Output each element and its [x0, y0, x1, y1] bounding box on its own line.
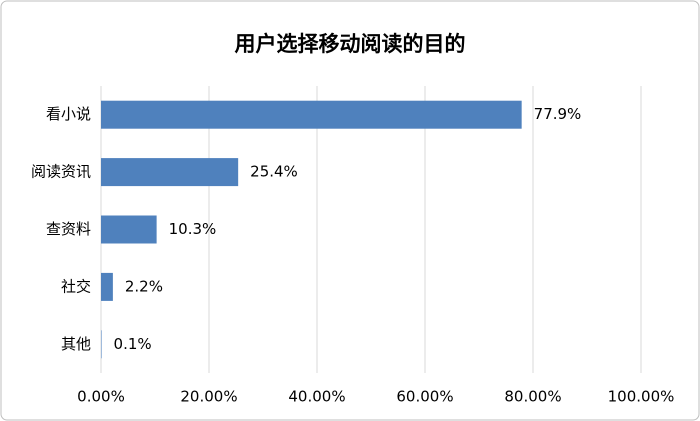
- bar: [101, 330, 102, 359]
- y-tick-label: 看小说: [46, 105, 91, 123]
- bar: [101, 272, 113, 301]
- x-tick-label: 80.00%: [504, 388, 561, 406]
- y-tick-label: 社交: [61, 277, 91, 295]
- value-label: 10.3%: [169, 220, 217, 238]
- x-tick-label: 0.00%: [77, 388, 125, 406]
- y-tick-label: 阅读资讯: [31, 163, 91, 181]
- value-label: 0.1%: [114, 335, 152, 353]
- x-tick-label: 60.00%: [396, 388, 453, 406]
- bar: [101, 215, 157, 244]
- y-tick-label: 其他: [61, 335, 91, 353]
- bar: [101, 100, 522, 129]
- x-tick-label: 20.00%: [180, 388, 237, 406]
- value-label: 77.9%: [534, 105, 582, 123]
- value-label: 25.4%: [250, 163, 298, 181]
- bar: [101, 158, 239, 187]
- chart-title: 用户选择移动阅读的目的: [235, 32, 466, 56]
- y-tick-label: 查资料: [46, 220, 91, 238]
- x-tick-label: 100.00%: [608, 388, 675, 406]
- value-label: 2.2%: [125, 277, 163, 295]
- x-tick-label: 40.00%: [288, 388, 345, 406]
